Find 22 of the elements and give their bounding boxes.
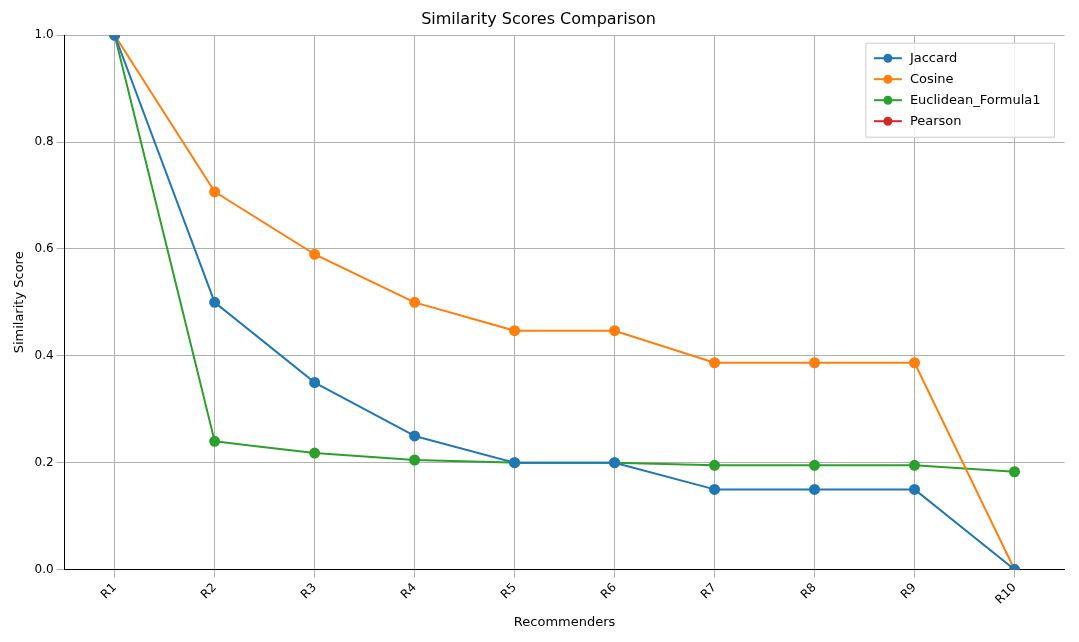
chart-title: Similarity Scores Comparison xyxy=(421,8,656,28)
legend-label: Pearson xyxy=(909,112,962,128)
y-tick-label: 1.0 xyxy=(34,27,54,42)
x-tick-label: R8 xyxy=(797,580,819,602)
legend-label: Jaccard xyxy=(908,49,958,65)
y-tick-label: 0.6 xyxy=(34,241,54,256)
y-tick-label: 0.0 xyxy=(34,561,54,576)
x-tick-label: R9 xyxy=(897,580,919,602)
y-tick-label: 0.8 xyxy=(34,134,54,149)
x-axis-title: Recommenders xyxy=(513,613,616,629)
x-tick-label: R1 xyxy=(97,580,120,602)
y-tick-label: 0.4 xyxy=(34,347,54,362)
legend-label: Euclidean_Formula1 xyxy=(909,91,1041,107)
x-tick-label: R7 xyxy=(697,580,719,602)
x-tick-label: R2 xyxy=(197,580,219,602)
legend-label: Cosine xyxy=(909,70,954,86)
x-tick-label: R4 xyxy=(397,580,419,602)
y-axis-title: Similarity Score xyxy=(11,251,27,354)
y-tick-label: 0.2 xyxy=(34,454,54,469)
x-tick-label: R5 xyxy=(497,580,519,602)
x-tick-label: R3 xyxy=(297,580,319,602)
x-tick-label: R6 xyxy=(597,580,619,602)
